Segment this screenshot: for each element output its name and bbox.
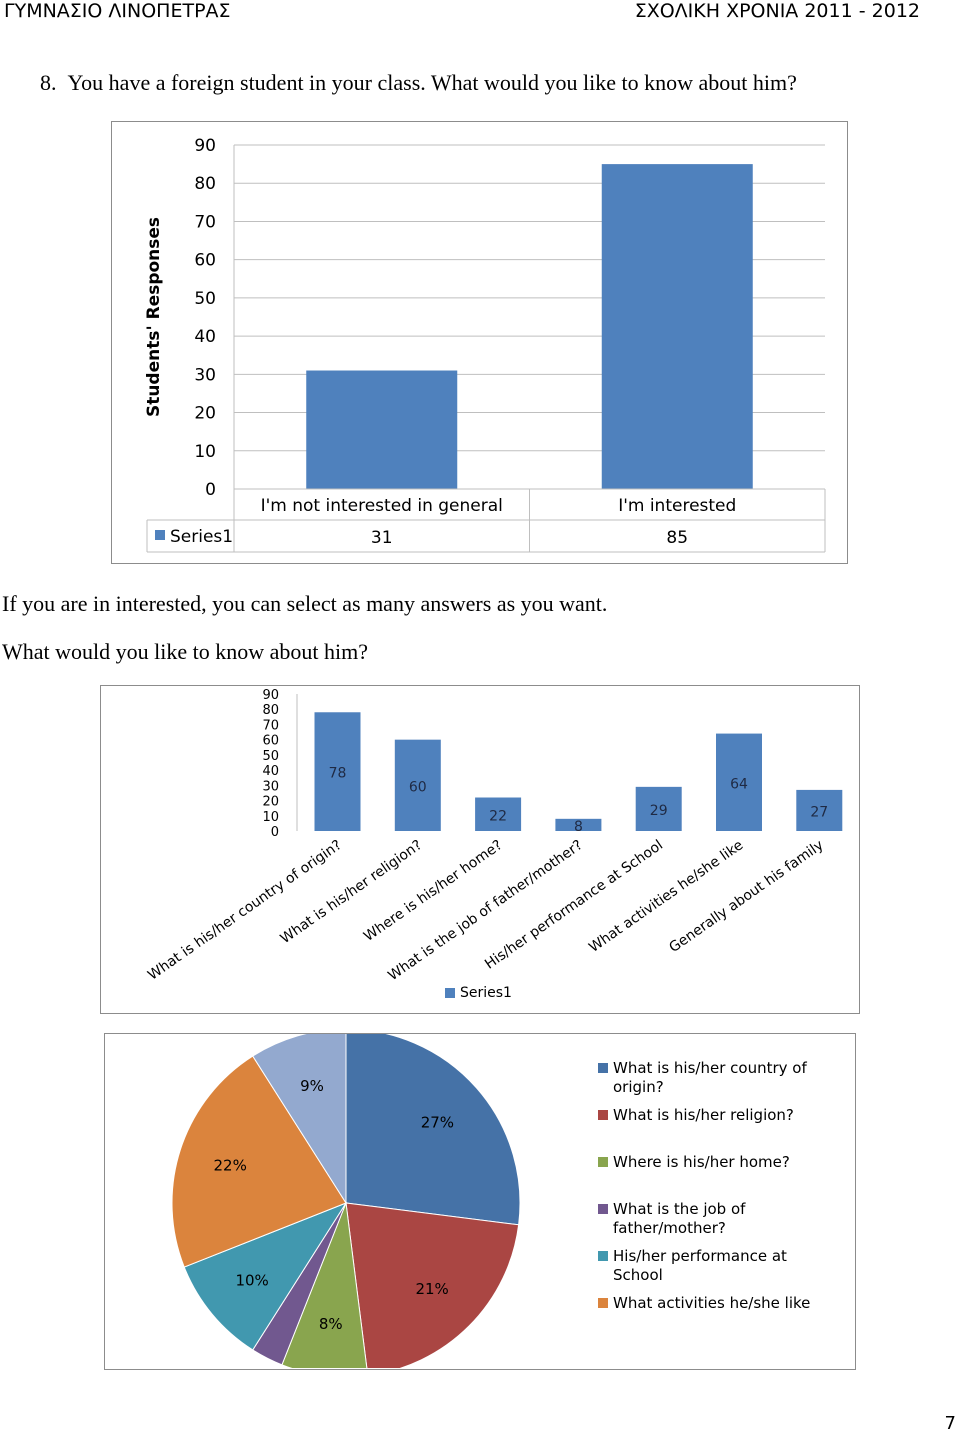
bar-0 (314, 712, 361, 831)
question-number: 8. (40, 70, 57, 95)
pie-label-2: 8% (319, 1315, 343, 1333)
header-school-name: ΓΥΜΝΑΣΙΟ ΛΙΝΟΠΕΤΡΑΣ (4, 0, 231, 22)
y-tick-label-3: 30 (194, 365, 216, 385)
y-tick-label-6: 60 (194, 251, 216, 271)
table-legend-swatch (155, 530, 165, 540)
pie-label-1: 21% (415, 1280, 448, 1298)
bar-5 (716, 733, 762, 831)
chart-topics-bar: 0 10 20 30 40 50 60 70 80 90 78 What is his/her cou… (100, 685, 860, 1014)
y-tick-label-1: 10 (262, 810, 279, 825)
bar-1 (601, 164, 753, 489)
legend-label-5-0: What activities he/she like (613, 1294, 810, 1312)
bar-4 (635, 786, 682, 831)
header-school-year: ΣΧΟΛΙΚΗ ΧΡΟΝΙΑ 2011 - 2012 (634, 0, 920, 22)
question-text: You have a foreign student in your class… (67, 70, 797, 95)
table-value-1: 85 (666, 528, 688, 548)
chart-interest-svg: 0 10 20 30 40 50 60 70 80 90 Students' Responses I'… (144, 136, 826, 553)
pie-slice-4 (183, 1201, 348, 1351)
pie-label-5: 22% (213, 1156, 246, 1174)
y-tick-label-5: 50 (262, 749, 279, 764)
legend-label-4-1: School (613, 1266, 663, 1284)
y-tick-label-9: 90 (194, 136, 216, 156)
pie-slice-5 (171, 1055, 347, 1268)
legend-swatch-2 (598, 1157, 608, 1167)
chart-topics-pie-svg: 27%21%8%3%10%22%9%What is his/her countr… (171, 1028, 810, 1389)
y-tick-label-6: 60 (262, 734, 279, 749)
paragraph-instructions: If you are in interested, you can select… (2, 591, 608, 616)
table-value-0: 31 (371, 528, 393, 548)
bar-0 (306, 370, 458, 489)
legend-label-2-0: Where is his/her home? (613, 1153, 790, 1171)
x-category-label-1: What is his/her religion? (278, 837, 425, 947)
legend-label-1-0: What is his/her religion? (613, 1106, 794, 1124)
data-label-0: 78 (329, 766, 347, 782)
data-label-2: 22 (489, 808, 507, 824)
pie-label-4: 10% (235, 1272, 268, 1290)
chart-interest: 0 10 20 30 40 50 60 70 80 90 Students' Responses I'… (111, 121, 848, 564)
y-tick-label-7: 70 (194, 212, 216, 232)
x-category-label-1: I'm interested (618, 496, 736, 516)
y-tick-label-4: 40 (262, 764, 279, 779)
y-axis-title: Students' Responses (144, 217, 164, 417)
y-tick-label-3: 30 (262, 779, 279, 794)
data-label-3: 8 (574, 819, 583, 835)
data-label-5: 64 (730, 776, 748, 792)
y-tick-label-7: 70 (262, 718, 279, 733)
data-label-6: 27 (810, 804, 828, 820)
data-label-1: 60 (409, 779, 427, 795)
pie-label-0: 27% (421, 1113, 454, 1131)
legend-label-3-1: father/mother? (613, 1219, 726, 1237)
data-label-4: 29 (650, 803, 668, 819)
bar-1 (394, 739, 441, 831)
legend-label-0-1: origin? (613, 1078, 664, 1096)
x-category-label-2: Where is his/her home? (361, 837, 505, 945)
legend-label-3-0: What is the job of (613, 1200, 746, 1218)
legend-swatch-4 (598, 1251, 608, 1261)
legend-swatch-0 (598, 1063, 608, 1073)
bar-2 (475, 797, 522, 831)
y-tick-label-2: 20 (262, 795, 279, 810)
x-category-label-5: What activities he/she like (586, 837, 746, 956)
y-tick-label-8: 80 (262, 703, 279, 718)
y-tick-label-8: 80 (194, 174, 216, 194)
legend-swatch-5 (598, 1298, 608, 1308)
y-tick-label-0: 0 (271, 825, 279, 840)
legend-swatch (445, 988, 455, 998)
page-number: 7 (944, 1413, 956, 1434)
paragraph-question: What would you like to know about him? (2, 639, 368, 664)
y-tick-label-5: 50 (194, 289, 216, 309)
question-8: 8. You have a foreign student in your cl… (40, 70, 797, 96)
table-series-name: Series1 (170, 527, 233, 547)
y-tick-label-2: 20 (194, 404, 216, 424)
x-category-label-0: I'm not interested in general (261, 496, 503, 516)
legend-label-0-0: What is his/her country of (613, 1059, 807, 1077)
bar-6 (796, 789, 843, 831)
bar-3 (555, 818, 602, 831)
y-tick-label-9: 90 (262, 688, 279, 703)
legend-swatch-3 (598, 1204, 608, 1214)
y-tick-label-4: 40 (194, 327, 216, 347)
y-tick-label-1: 10 (194, 442, 216, 462)
pie-label-6: 9% (300, 1077, 324, 1095)
x-category-label-6: Generally about his family (666, 837, 826, 956)
legend-label: Series1 (460, 985, 512, 1001)
legend-label-4-0: His/her performance at (613, 1247, 787, 1265)
legend-swatch-1 (598, 1110, 608, 1120)
y-tick-label-0: 0 (205, 480, 216, 500)
chart-topics-pie: 27%21%8%3%10%22%9%What is his/her countr… (104, 1028, 856, 1389)
